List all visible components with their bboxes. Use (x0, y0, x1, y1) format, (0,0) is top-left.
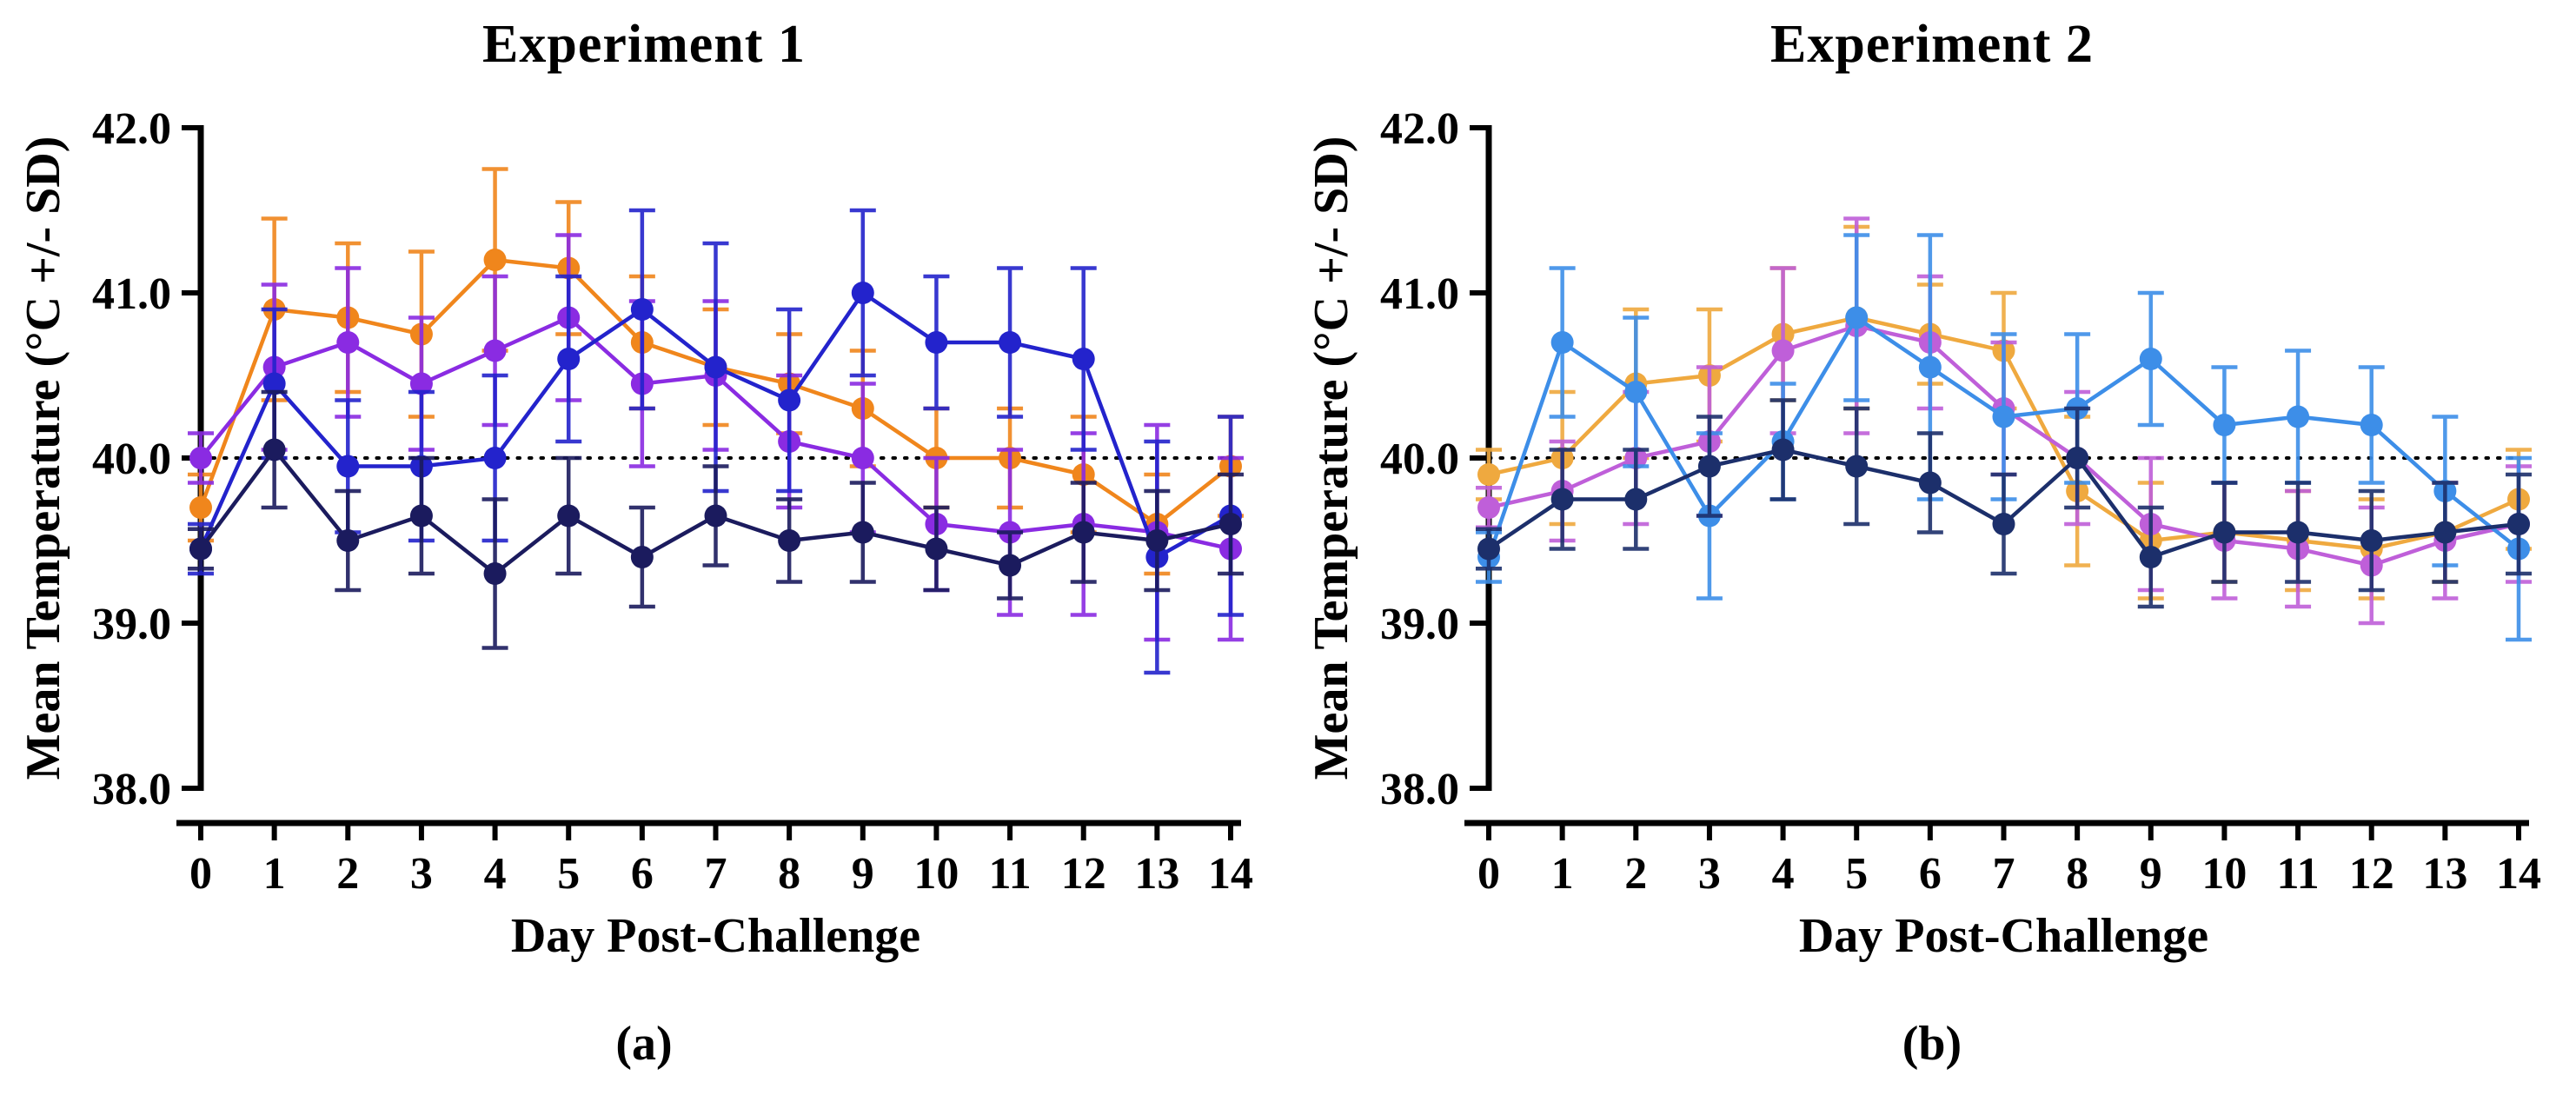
svg-text:42.0: 42.0 (1380, 104, 1459, 154)
chart-title-experiment-2: Experiment 2 (1770, 15, 2094, 74)
svg-text:9: 9 (852, 849, 874, 899)
svg-text:42.0: 42.0 (92, 104, 171, 154)
svg-text:2: 2 (336, 849, 359, 899)
panel-experiment-1: Experiment 1 38.0 39.0 40.0 41.0 42.0 0 1 2 3 4 5 6… (17, 15, 1253, 1071)
svg-text:10: 10 (2201, 849, 2247, 899)
svg-text:12: 12 (2349, 849, 2394, 899)
svg-text:5: 5 (557, 849, 580, 899)
svg-text:0: 0 (189, 849, 212, 899)
svg-text:41.0: 41.0 (92, 269, 171, 319)
svg-text:8: 8 (2066, 849, 2088, 899)
svg-text:40.0: 40.0 (92, 435, 171, 484)
svg-text:Day Post-Challenge: Day Post-Challenge (1799, 909, 2208, 963)
svg-text:Mean Temperature (°C +/- SD): Mean Temperature (°C +/- SD) (1305, 136, 1358, 780)
svg-text:7: 7 (1993, 849, 2015, 899)
svg-text:7: 7 (705, 849, 727, 899)
svg-text:3: 3 (1698, 849, 1721, 899)
svg-text:12: 12 (1061, 849, 1106, 899)
svg-text:11: 11 (989, 849, 1032, 899)
svg-text:Mean Temperature (°C +/- SD): Mean Temperature (°C +/- SD) (17, 136, 70, 780)
svg-text:8: 8 (778, 849, 800, 899)
svg-text:41.0: 41.0 (1380, 269, 1459, 319)
svg-text:5: 5 (1845, 849, 1868, 899)
experiment-2-chart: 38.039.040.041.042.00 1 2 3 4 5 6 7 8 9 10 11 12 13 14… (1305, 104, 2541, 963)
panel-experiment-2: Experiment 2 38.0 39.0 40.0 41.0 42.0 0 1 2 3 4 5 6… (1288, 0, 2576, 1102)
svg-text:38.0: 38.0 (92, 765, 171, 814)
svg-text:38.0: 38.0 (1380, 765, 1459, 814)
svg-text:13: 13 (1134, 849, 1179, 899)
svg-text:40.0: 40.0 (1380, 435, 1459, 484)
svg-text:14: 14 (1208, 849, 1253, 899)
svg-text:39.0: 39.0 (92, 600, 171, 649)
svg-text:4: 4 (1772, 849, 1795, 899)
svg-text:6: 6 (1919, 849, 1942, 899)
experiment-1-chart: 38.039.040.041.042.00 1 2 3 4 5 6 7 8 9 10 11 12 13 14… (17, 104, 1253, 963)
svg-text:0: 0 (1477, 849, 1500, 899)
svg-text:9: 9 (2140, 849, 2162, 899)
chart-title-experiment-1: Experiment 1 (482, 15, 806, 74)
svg-text:6: 6 (631, 849, 654, 899)
svg-text:10: 10 (913, 849, 959, 899)
svg-text:1: 1 (263, 849, 286, 899)
caption-b: (b) (1902, 1017, 1962, 1071)
svg-text:1: 1 (1551, 849, 1574, 899)
svg-text:2: 2 (1624, 849, 1647, 899)
svg-text:3: 3 (410, 849, 433, 899)
svg-text:39.0: 39.0 (1380, 600, 1459, 649)
svg-text:4: 4 (484, 849, 507, 899)
svg-text:13: 13 (2422, 849, 2467, 899)
svg-text:Day Post-Challenge: Day Post-Challenge (511, 909, 920, 963)
caption-a: (a) (615, 1017, 673, 1071)
svg-text:14: 14 (2496, 849, 2541, 899)
svg-text:11: 11 (2277, 849, 2320, 899)
